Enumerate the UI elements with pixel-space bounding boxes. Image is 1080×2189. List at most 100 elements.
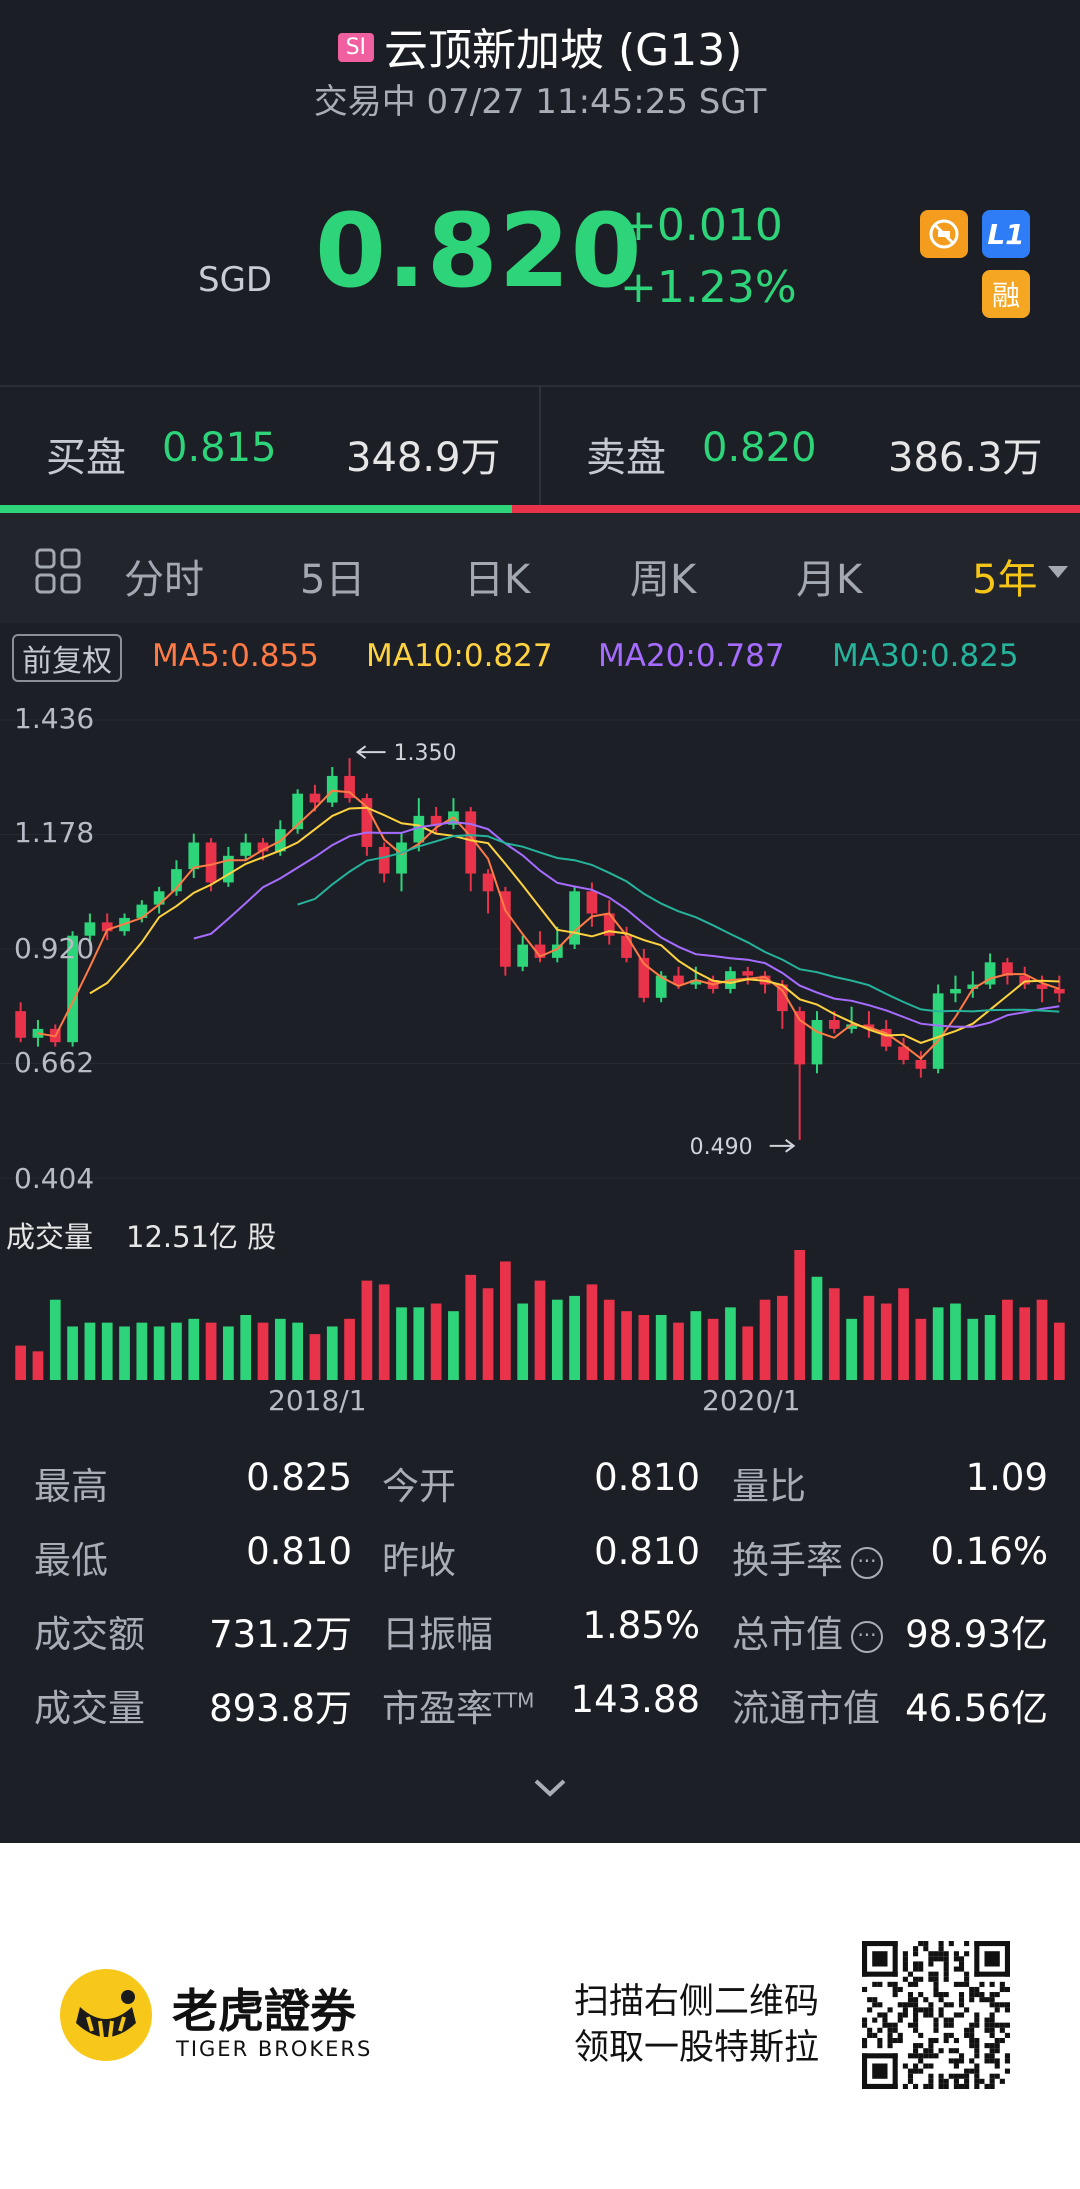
qr-module: [958, 2073, 965, 2079]
qr-module: [933, 1956, 939, 1962]
qr-module: [902, 1961, 908, 1967]
qr-module: [974, 1941, 1010, 1947]
qr-module: [964, 1976, 970, 1982]
stat-value: 0.810: [594, 1530, 700, 1573]
volume-bar: [690, 1311, 702, 1380]
volume-bar: [413, 1307, 425, 1380]
qr-module: [938, 1992, 944, 1998]
qr-module: [943, 1966, 949, 1972]
tab-5day[interactable]: 5日: [300, 557, 366, 603]
qr-module: [902, 2002, 908, 2008]
stat-value: 143.88: [570, 1678, 700, 1721]
stat-value: 0.825: [246, 1456, 352, 1499]
candle-body: [655, 975, 667, 998]
qr-code[interactable]: [862, 1941, 1010, 2093]
qr-module: [933, 2053, 939, 2059]
qr-module: [938, 2078, 944, 2084]
adjust-toggle[interactable]: 前复权: [12, 634, 122, 682]
qr-module: [989, 2002, 995, 2008]
volume-bar: [101, 1322, 113, 1380]
stat-value: 0.810: [246, 1530, 352, 1573]
qr-module: [882, 2012, 888, 2018]
y-tick: 0.662: [14, 1046, 95, 1079]
qr-module: [1004, 2022, 1010, 2028]
candle-body: [223, 855, 234, 883]
qr-module: [913, 1961, 919, 1967]
qr-module: [892, 2027, 898, 2033]
qr-module: [913, 2027, 919, 2033]
no-short-icon[interactable]: [920, 210, 968, 258]
tab-intraday[interactable]: 分时: [124, 557, 204, 603]
qr-module: [953, 2048, 959, 2054]
qr-module: [902, 2007, 908, 2013]
stat-value: 893.8万: [209, 1687, 352, 1730]
qr-module: [974, 2078, 980, 2084]
qr-module: [938, 1951, 944, 1957]
volume-bar: [828, 1288, 840, 1380]
qr-module: [892, 1986, 898, 1993]
candle-body: [673, 975, 684, 985]
qr-module: [994, 1992, 1000, 1998]
grid-menu-icon[interactable]: [34, 547, 82, 599]
stat-value: 1.09: [965, 1456, 1048, 1499]
qr-module: [989, 2053, 995, 2059]
qr-module: [872, 1981, 878, 1987]
qr-module: [953, 2063, 959, 2069]
qr-module: [943, 1976, 949, 1982]
qr-module: [948, 2022, 954, 2028]
candle-body: [171, 869, 182, 892]
margin-badge[interactable]: 融: [982, 270, 1030, 318]
stat-label: 最高: [34, 1465, 108, 1508]
volume-bar: [482, 1288, 494, 1380]
level1-badge[interactable]: L1: [982, 210, 1030, 258]
volume-bar: [898, 1288, 909, 1380]
volume-bar: [811, 1276, 823, 1380]
qr-module: [862, 2022, 868, 2028]
chevron-down-icon[interactable]: [1048, 565, 1068, 584]
qr-module: [953, 2078, 959, 2084]
qr-module: [938, 2073, 944, 2079]
qr-module: [872, 2032, 878, 2038]
qr-module: [958, 2083, 965, 2089]
qr-module: [933, 2022, 939, 2028]
qr-module: [989, 2032, 995, 2038]
tab-monthly-k[interactable]: 月K: [796, 557, 863, 603]
promo-line-2: 领取一股特斯拉: [574, 2028, 820, 2068]
kline-chart[interactable]: 1.350 0.490 1.436 1.178 0.920 0.662 0.404…: [0, 690, 1080, 1417]
stat-label: 量比: [732, 1465, 806, 1508]
qr-module: [913, 2022, 919, 2028]
qr-module: [938, 1946, 944, 1952]
qr-module: [892, 1992, 898, 1998]
qr-module: [969, 2032, 975, 2038]
tab-daily-k[interactable]: 日K: [464, 557, 531, 603]
volume-bar: [638, 1315, 650, 1380]
qr-module: [862, 1941, 868, 1977]
qr-module: [907, 2053, 914, 2059]
qr-module: [907, 1981, 914, 1987]
qr-module: [933, 1976, 939, 1982]
qr-module: [872, 2002, 878, 2008]
qr-module: [979, 1981, 985, 1987]
more-info-icon[interactable]: ···: [851, 1546, 883, 1579]
qr-module: [887, 2037, 893, 2044]
qr-module: [877, 2002, 883, 2008]
qr-module: [938, 2012, 944, 2018]
tab-5year[interactable]: 5年: [972, 557, 1038, 603]
y-tick: 0.404: [14, 1162, 95, 1195]
expand-chevron-icon[interactable]: [533, 1778, 567, 1802]
candle-body: [950, 988, 961, 994]
qr-module: [969, 2022, 975, 2028]
qr-module: [948, 2058, 954, 2064]
qr-module: [933, 1971, 939, 1977]
stat-label: 日振幅: [382, 1613, 493, 1656]
more-info-icon[interactable]: ···: [851, 1620, 883, 1653]
qr-module: [953, 1981, 959, 1987]
tab-weekly-k[interactable]: 周K: [630, 557, 697, 603]
qr-module: [938, 2007, 944, 2013]
promo-footer: 老虎證券 TIGER BROKERS 扫描右侧二维码 领取一股特斯拉: [0, 1843, 1080, 2189]
qr-module: [902, 2083, 908, 2089]
ask-price: 0.820: [702, 425, 817, 471]
qr-module: [984, 1997, 990, 2003]
volume-bar: [448, 1311, 459, 1380]
candle-body: [67, 935, 78, 1043]
